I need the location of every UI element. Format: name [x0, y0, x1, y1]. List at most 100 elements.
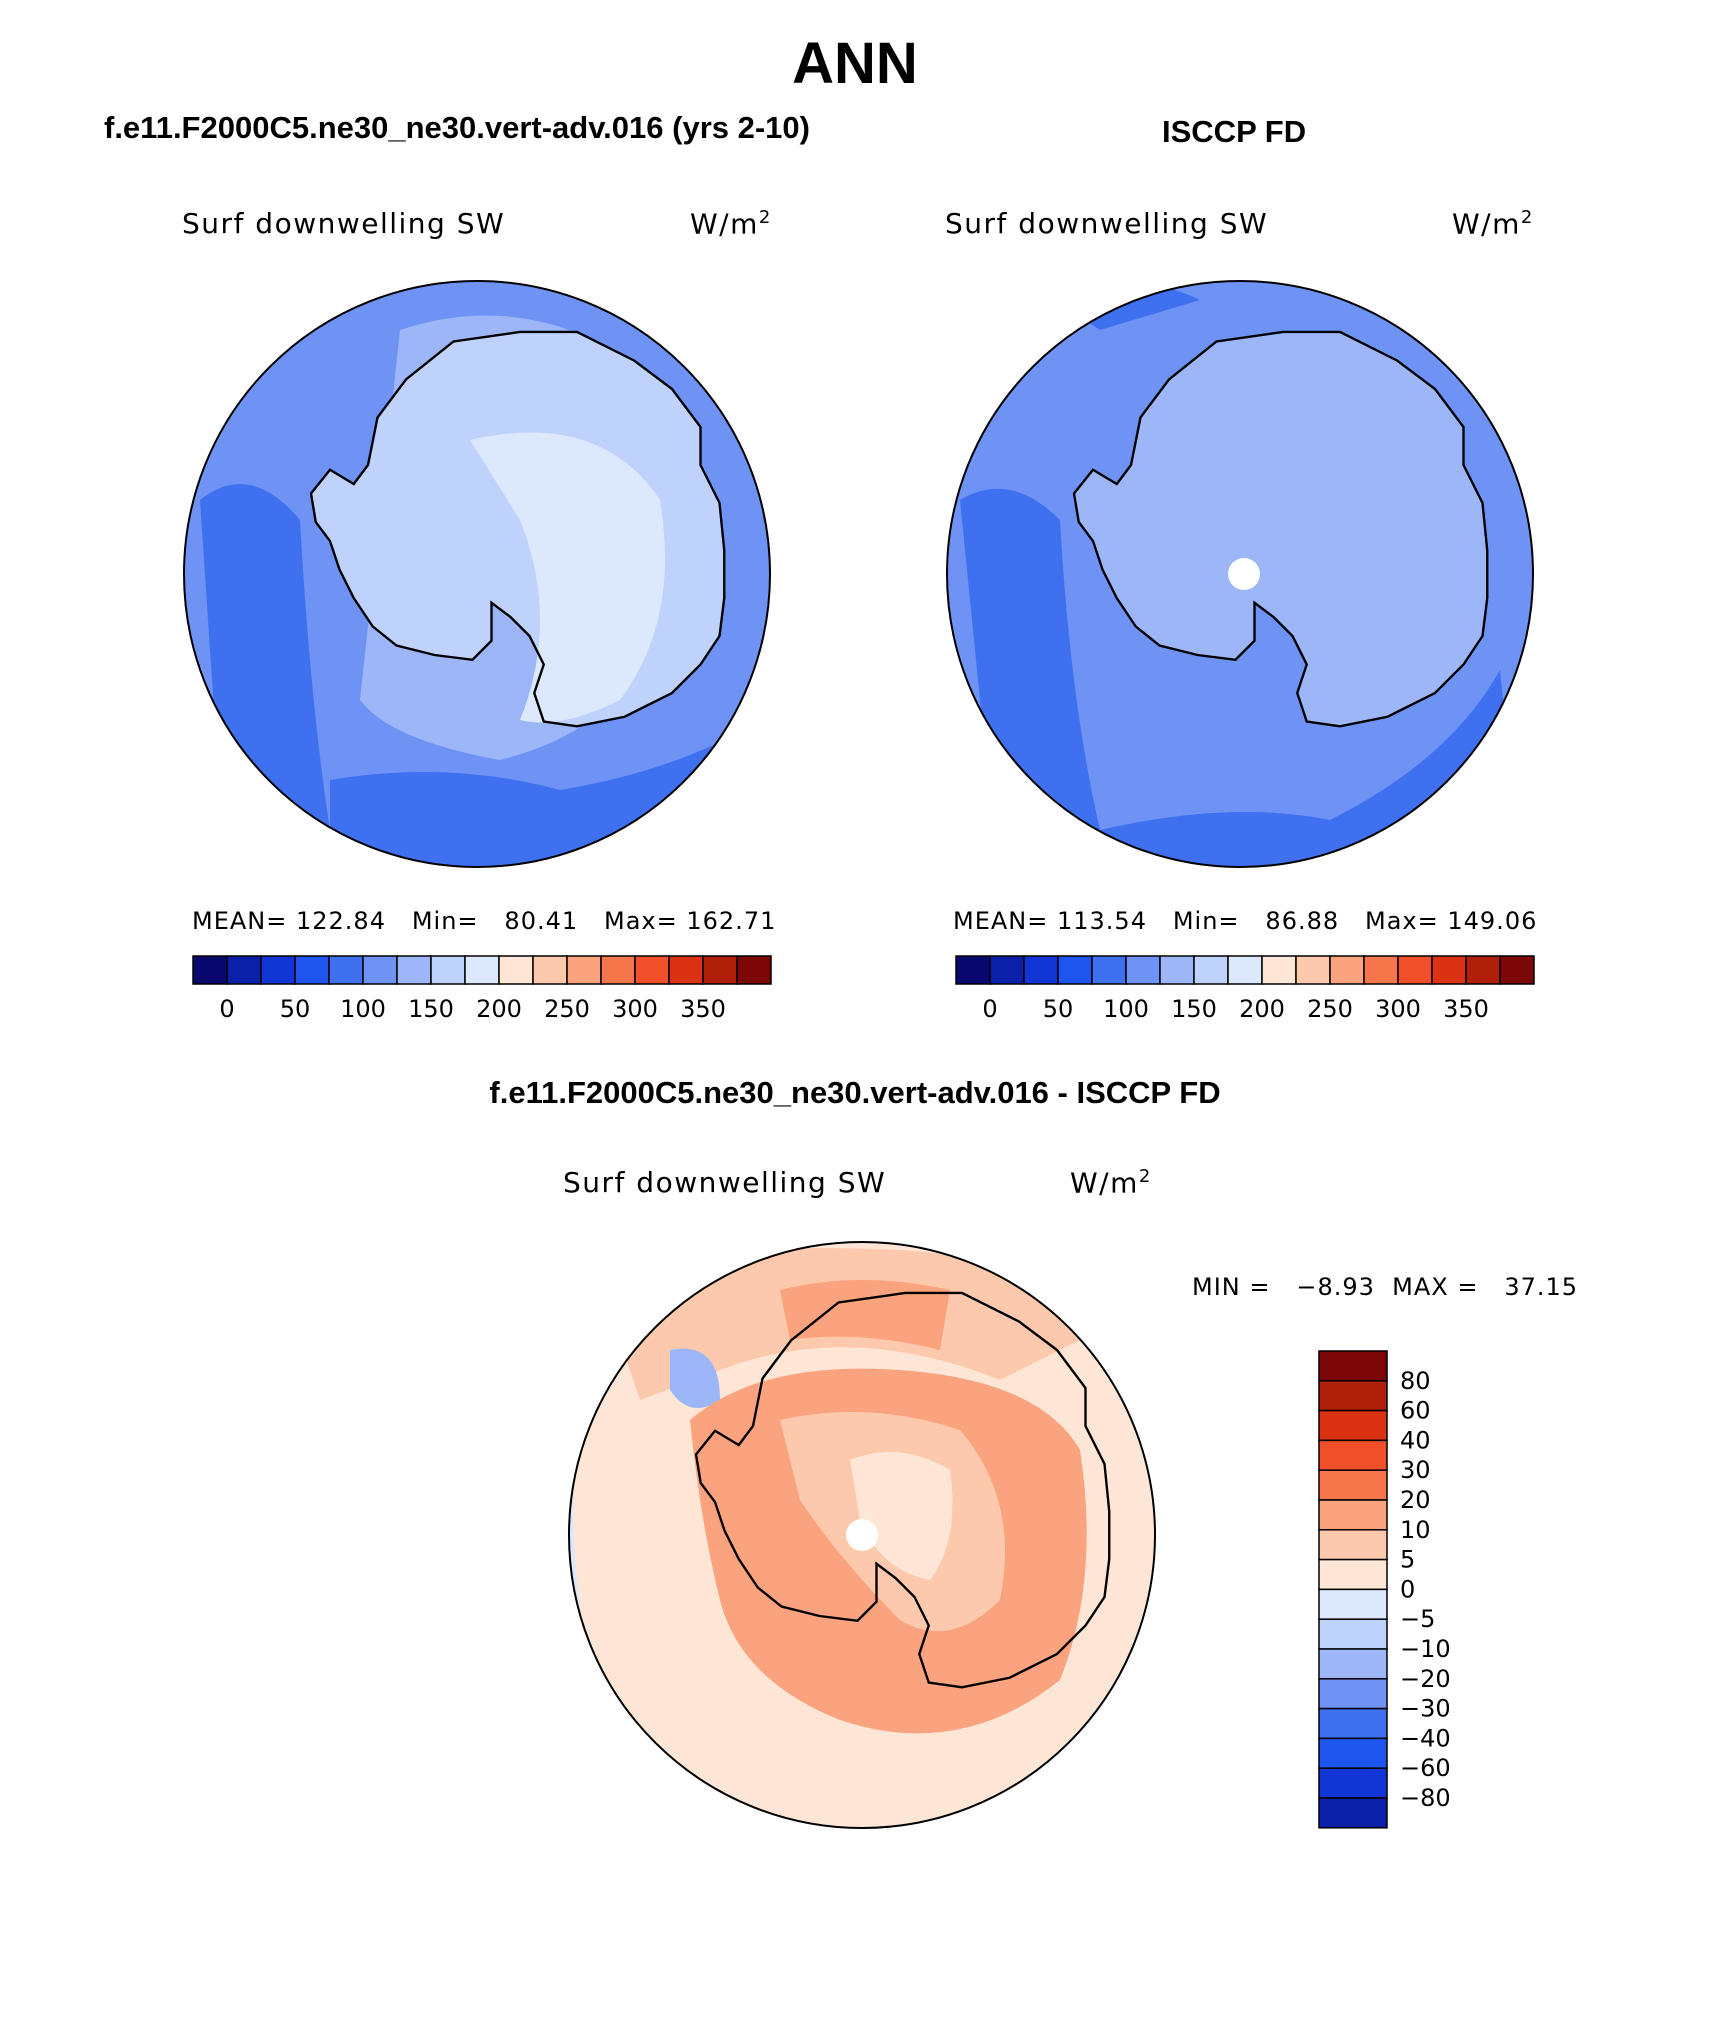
diff-colorbar-box — [1318, 1350, 1388, 1382]
diff-colorbar-tick: −40 — [1400, 1724, 1451, 1752]
diff-stats: MIN = −8.93 MAX = 37.15 — [1192, 1273, 1579, 1301]
model-colorbar-box — [600, 955, 636, 985]
obs-colorbar-box — [1227, 955, 1263, 985]
model-colorbar-tick: 100 — [340, 995, 386, 1023]
obs-colorbar-box — [1193, 955, 1229, 985]
diff-colorbar-tick: 10 — [1400, 1516, 1431, 1544]
obs-colorbar-box — [989, 955, 1025, 985]
diff-colorbar-box — [1318, 1618, 1388, 1650]
diff-colorbar-tick: −10 — [1400, 1635, 1451, 1663]
model-colorbar-box — [702, 955, 738, 985]
obs-colorbar-box — [955, 955, 991, 985]
diff-colorbar-box — [1318, 1380, 1388, 1412]
model-units-label: W/m2 — [690, 207, 772, 241]
diff-colorbar-box — [1318, 1439, 1388, 1471]
model-colorbar-box — [294, 955, 330, 985]
obs-colorbar-box — [1431, 955, 1467, 985]
obs-polar-hole — [1228, 558, 1260, 590]
model-colorbar-box — [532, 955, 568, 985]
model-colorbar-box — [566, 955, 602, 985]
diff-negative-patch — [670, 1348, 720, 1408]
model-stats: MEAN= 122.84 Min= 80.41 Max= 162.71 — [192, 907, 777, 935]
model-colorbar-tick: 50 — [280, 995, 311, 1023]
model-colorbar-box — [668, 955, 704, 985]
model-variable-label: Surf downwelling SW — [182, 207, 506, 240]
diff-colorbar-box — [1318, 1797, 1388, 1829]
obs-colorbar-box — [1329, 955, 1365, 985]
diff-colorbar-box — [1318, 1469, 1388, 1501]
diff-colorbar-box — [1318, 1409, 1388, 1442]
obs-map-border — [946, 280, 1534, 868]
diff-colorbar-tick: −60 — [1400, 1754, 1451, 1782]
diff-max-north — [780, 1280, 950, 1350]
model-colorbar-box — [396, 955, 432, 985]
obs-units-label: W/m2 — [1452, 207, 1534, 241]
diff-colorbar-box — [1318, 1707, 1388, 1740]
model-colorbar-box — [430, 955, 466, 985]
model-map-border — [183, 280, 771, 868]
diff-colorbar-box — [1318, 1558, 1388, 1591]
model-colorbar-tick: 250 — [544, 995, 590, 1023]
diff-colorbar-box — [1318, 1767, 1388, 1799]
diff-colorbar-box — [1318, 1678, 1388, 1710]
diff-panel-title: f.e11.F2000C5.ne30_ne30.vert-adv.016 - I… — [489, 1075, 1221, 1110]
diff-colorbar-box — [1318, 1588, 1388, 1620]
obs-colorbar-tick: 0 — [982, 995, 997, 1023]
diff-polar-hole — [846, 1519, 878, 1551]
obs-colorbar-tick: 350 — [1443, 995, 1489, 1023]
obs-colorbar-tick: 100 — [1103, 995, 1149, 1023]
obs-panel-title: ISCCP FD — [1162, 114, 1307, 149]
model-colorbar-box — [328, 955, 364, 985]
diff-colorbar-tick: −20 — [1400, 1665, 1451, 1693]
obs-colorbar-tick: 50 — [1043, 995, 1074, 1023]
diff-colorbar-tick: −5 — [1400, 1605, 1435, 1633]
diff-colorbar-box — [1318, 1648, 1388, 1680]
obs-colorbar-tick: 200 — [1239, 995, 1285, 1023]
diff-colorbar-box — [1318, 1529, 1388, 1561]
model-colorbar-box — [736, 955, 772, 985]
obs-colorbar-tick: 300 — [1375, 995, 1421, 1023]
diff-interior-core — [850, 1452, 953, 1580]
model-high-interior — [470, 432, 665, 723]
obs-colorbar-box — [1465, 955, 1501, 985]
model-colorbar-box — [464, 955, 500, 985]
model-colorbar-box — [192, 955, 228, 985]
obs-colorbar-box — [1057, 955, 1093, 985]
model-colorbar-box — [260, 955, 296, 985]
obs-colorbar-tick: 250 — [1307, 995, 1353, 1023]
diff-colorbar-box — [1318, 1737, 1388, 1769]
obs-colorbar-box — [1499, 955, 1535, 985]
obs-colorbar-tick: 150 — [1171, 995, 1217, 1023]
diff-colorbar-tick: −80 — [1400, 1784, 1451, 1812]
obs-colorbar-box — [1363, 955, 1399, 985]
diff-colorbar-tick: 80 — [1400, 1367, 1431, 1395]
obs-stats: MEAN= 113.54 Min= 86.88 Max= 149.06 — [953, 907, 1538, 935]
obs-colorbar: 0 50 100 150 200 250 300 350 — [955, 955, 1535, 1023]
diff-colorbar-tick: 40 — [1400, 1426, 1431, 1454]
diff-colorbar-tick: 30 — [1400, 1456, 1431, 1484]
diff-colorbar-tick: 60 — [1400, 1397, 1431, 1425]
model-colorbar-tick: 200 — [476, 995, 522, 1023]
diff-colorbar-tick: 0 — [1400, 1575, 1415, 1603]
obs-colorbar-box — [1397, 955, 1433, 985]
diff-variable-label: Surf downwelling SW — [563, 1166, 887, 1199]
model-colorbar-box — [634, 955, 670, 985]
figure-title: ANN — [792, 31, 918, 96]
model-colorbar-tick: 350 — [680, 995, 726, 1023]
diff-map-border — [568, 1241, 1156, 1829]
model-colorbar-tick: 0 — [219, 995, 234, 1023]
obs-colorbar-box — [1023, 955, 1059, 985]
obs-colorbar-box — [1125, 955, 1161, 985]
diff-colorbar-box — [1318, 1499, 1388, 1531]
diff-units-label: W/m2 — [1070, 1166, 1152, 1200]
diff-colorbar-tick: 20 — [1400, 1486, 1431, 1514]
model-colorbar-box — [226, 955, 262, 985]
obs-colorbar-box — [1261, 955, 1297, 985]
model-colorbar-tick: 150 — [408, 995, 454, 1023]
obs-colorbar-box — [1091, 955, 1127, 985]
model-colorbar: 0 50 100 150 200 250 300 350 — [192, 955, 772, 1023]
model-colorbar-box — [498, 955, 534, 985]
diff-colorbar-tick: 5 — [1400, 1546, 1415, 1574]
